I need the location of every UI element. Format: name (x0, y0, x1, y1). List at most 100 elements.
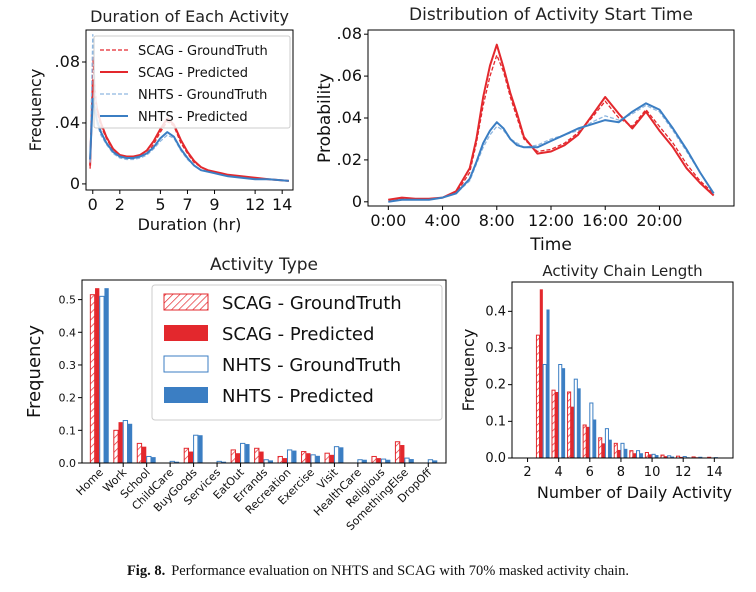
legend-label-2: NHTS - GroundTruth (138, 88, 267, 103)
x-tick-label: Home (74, 466, 106, 498)
bar-s2 (542, 364, 547, 459)
bar-s1 (118, 422, 123, 463)
bar-s2 (122, 420, 129, 464)
bar-s1 (570, 406, 574, 458)
y-tick-label: .04 (337, 108, 362, 127)
bar-s3 (432, 460, 438, 463)
legend-swatch-2 (163, 355, 209, 373)
x-tick-label: 4:00 (425, 211, 461, 230)
x-axis-label: Time (529, 235, 572, 255)
bar-s0 (629, 450, 634, 459)
bar-s0 (644, 452, 649, 459)
caption-label: Fig. 8. (126, 563, 166, 579)
series-line-3 (388, 102, 715, 203)
bar-s3 (624, 448, 628, 458)
bar-s2 (380, 458, 387, 464)
bar-s1 (376, 458, 381, 463)
bar-s0 (394, 441, 401, 464)
bar-s2 (620, 442, 625, 459)
x-axis-label: Number of Daily Activity (537, 483, 732, 502)
bar-s0 (598, 437, 603, 459)
y-tick-label: 0.2 (59, 392, 77, 405)
bar-s3 (593, 419, 597, 458)
y-tick-label: 0.4 (485, 304, 506, 319)
legend-label-1: SCAG - Predicted (222, 324, 374, 345)
y-tick-label: 0.1 (59, 424, 77, 437)
legend-box (151, 284, 443, 421)
bar-s3 (608, 439, 612, 458)
chart-title: Duration of Each Activity (90, 7, 289, 26)
bar-s1 (95, 288, 100, 463)
chart-title: Activity Chain Length (542, 262, 702, 280)
y-axis-label: Frequency (459, 329, 478, 412)
bar-s0 (183, 447, 190, 464)
bar-s1 (648, 454, 652, 458)
bar-s0 (535, 334, 541, 459)
y-tick-label: 0 (70, 174, 80, 193)
y-tick-label: 0.3 (485, 341, 506, 356)
y-tick-label: 0.1 (485, 414, 506, 429)
x-tick-label: 8:00 (479, 211, 515, 230)
y-tick-label: .04 (55, 113, 80, 132)
bar-s0 (301, 451, 307, 464)
bar-s0 (89, 294, 96, 464)
bar-s2 (146, 455, 152, 464)
bar-s0 (371, 455, 377, 464)
chart-title: Distribution of Activity Start Time (409, 5, 693, 25)
activity-type-chart: Activity Type0.00.10.20.30.40.5HomeWorkS… (24, 255, 447, 533)
bar-s1 (679, 456, 683, 458)
bar-s3 (151, 457, 156, 463)
bar-s3 (174, 461, 180, 463)
bar-s2 (651, 453, 656, 459)
bar-s1 (259, 451, 264, 463)
y-tick-label: 0.3 (59, 359, 77, 372)
bar-s3 (127, 423, 133, 463)
x-tick-label: 12:00 (528, 211, 574, 230)
bar-s1 (602, 443, 606, 458)
x-tick-label: 8 (617, 465, 625, 480)
bar-s1 (306, 453, 311, 463)
x-tick-label: 4 (555, 465, 563, 480)
legend-label-0: SCAG - GroundTruth (138, 44, 268, 59)
bar-s3 (577, 388, 581, 458)
bar-s1 (586, 426, 590, 458)
bar-s2 (99, 295, 105, 464)
series-line-0 (388, 54, 715, 201)
series-line-1 (388, 43, 715, 201)
x-axis-label: Duration (hr) (138, 215, 242, 234)
chain-length-chart: Activity Chain Length 0.0 0.1 0.2 0.3 0.4 2 4 6 8… (459, 262, 734, 502)
bar-s2 (636, 450, 641, 459)
bar-s2 (286, 449, 293, 464)
bar-s1 (539, 289, 543, 458)
bar-s3 (546, 309, 550, 458)
x-tick-label: 12 (675, 465, 692, 480)
bar-s1 (282, 458, 288, 463)
x-tick-label: 20:00 (636, 211, 682, 230)
legend-label-3: NHTS - Predicted (222, 386, 374, 407)
y-tick-label: .08 (337, 24, 362, 43)
legend-swatch-1 (164, 325, 208, 341)
x-tick-label: 5 (155, 195, 165, 214)
bar-s3 (386, 459, 391, 463)
bar-s3 (221, 461, 227, 463)
y-tick-label: 0.4 (59, 326, 77, 339)
bar-s0 (567, 391, 572, 459)
bar-s3 (655, 455, 659, 458)
bar-s3 (245, 444, 250, 463)
y-axis-label: Probability (315, 73, 335, 163)
bar-s0 (254, 447, 260, 464)
legend-label-2: NHTS - GroundTruth (222, 355, 401, 376)
x-tick-label: 0:00 (370, 211, 406, 230)
x-tick-label: 2 (523, 465, 531, 480)
y-axis-label: Frequency (24, 325, 45, 418)
bar-s2 (404, 457, 410, 464)
bar-s3 (562, 368, 566, 458)
figure-caption: Fig. 8. Performance evaluation on NHTS an… (0, 563, 756, 580)
x-tick-label: 7 (182, 195, 192, 214)
bar-s3 (268, 460, 274, 463)
x-tick-label: 2 (115, 195, 125, 214)
bar-s2 (240, 442, 246, 464)
plot-frame (367, 29, 735, 207)
plot-frame (511, 281, 734, 459)
